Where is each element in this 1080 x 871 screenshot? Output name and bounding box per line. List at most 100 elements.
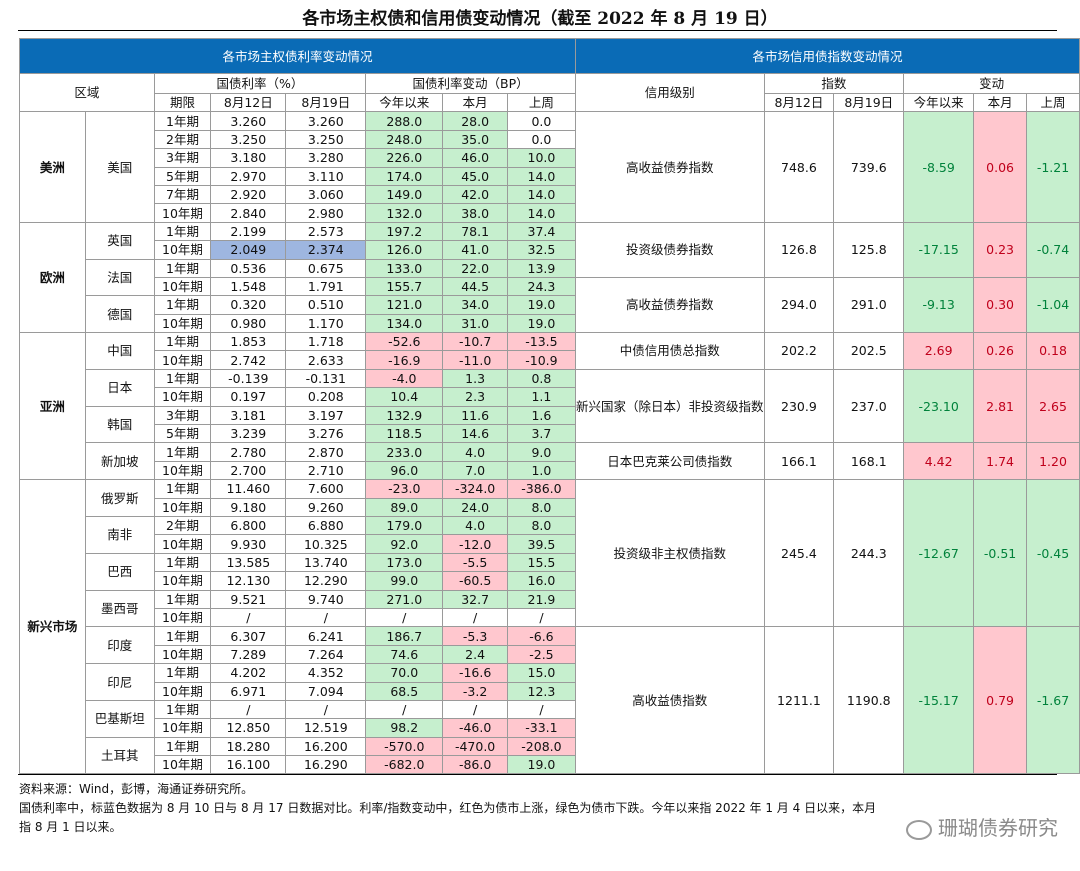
credit-mtd-change: 1.74 bbox=[973, 442, 1028, 481]
country-label: 日本 bbox=[84, 368, 155, 407]
wtd-change-cell: 39.5 bbox=[506, 534, 576, 554]
rating-column-header: 信用级别 bbox=[574, 72, 765, 113]
table-row: 10年期 9.180 9.260 89.0 24.0 8.0 bbox=[20, 497, 1080, 517]
term-cell: 5年期 bbox=[153, 424, 212, 444]
yield-prev-cell: 12.850 bbox=[210, 718, 287, 738]
yield-prev-cell: 0.320 bbox=[210, 295, 287, 315]
page-title: 各市场主权债和信用债变动情况（截至 2022 年 8 月 19 日） bbox=[302, 9, 778, 29]
right-section-header: 各市场信用债指数变动情况 bbox=[574, 38, 1080, 74]
yield-prev-cell: 2.920 bbox=[210, 184, 287, 205]
wtd-change-cell: -13.5 bbox=[506, 332, 576, 352]
yield-prev-cell: 9.180 bbox=[210, 497, 287, 517]
ytd-change-cell: 155.7 bbox=[365, 276, 444, 297]
country-label: 法国 bbox=[84, 258, 155, 297]
mtd-change-cell: -11.0 bbox=[442, 350, 508, 370]
yield-curr-cell: 7.094 bbox=[285, 681, 367, 701]
yield-curr-cell: 1.170 bbox=[285, 313, 367, 334]
country-label: 中国 bbox=[84, 332, 155, 370]
country-label: 巴基斯坦 bbox=[84, 699, 155, 738]
credit-ytd-change: -23.10 bbox=[903, 368, 975, 444]
term-cell: 7年期 bbox=[153, 184, 212, 205]
ytd-change-cell: 226.0 bbox=[365, 148, 444, 168]
yield-prev-cell: 3.250 bbox=[210, 129, 287, 150]
term-cell: 2年期 bbox=[153, 129, 212, 150]
wtd-change-cell: 10.0 bbox=[506, 148, 576, 168]
column-header-date1: 8月12日 bbox=[210, 92, 287, 113]
term-cell: 1年期 bbox=[153, 111, 212, 131]
country-label: 英国 bbox=[84, 221, 155, 260]
yield-prev-cell: 2.970 bbox=[210, 166, 287, 186]
credit-index-name: 新兴国家（除日本）非投资级指数 bbox=[574, 368, 765, 444]
term-cell: 1年期 bbox=[153, 332, 212, 352]
mtd-change-cell: 7.0 bbox=[442, 460, 508, 481]
credit-ytd-change: -17.15 bbox=[903, 221, 975, 278]
wtd-change-cell: 1.0 bbox=[506, 460, 576, 481]
wtd-change-cell: -10.9 bbox=[506, 350, 576, 370]
wtd-change-cell: 8.0 bbox=[506, 515, 576, 536]
note-explanation-cont: 指 8 月 1 日以来。 bbox=[19, 820, 122, 834]
ytd-change-cell: 98.2 bbox=[365, 718, 444, 738]
mtd-change-cell: / bbox=[442, 607, 508, 628]
ytd-change-cell: 271.0 bbox=[365, 589, 444, 609]
yield-prev-cell: 1.548 bbox=[210, 276, 287, 297]
country-label: 南非 bbox=[84, 515, 155, 554]
mtd-change-cell: -3.2 bbox=[442, 681, 508, 701]
term-cell: 1年期 bbox=[153, 221, 212, 242]
yield-curr-cell: 12.290 bbox=[285, 571, 367, 591]
mtd-change-cell: 11.6 bbox=[442, 405, 508, 426]
credit-index-name: 高收益债券指数 bbox=[574, 276, 765, 334]
table-body: 各市场主权债利率变动情况 各市场信用债指数变动情况 区域 国债利率（%） 国债利率变动（… bbox=[19, 38, 1080, 775]
yield-prev-cell: 12.130 bbox=[210, 571, 287, 591]
column-header-ytd: 今年以来 bbox=[365, 92, 444, 113]
mtd-change-cell: 32.7 bbox=[442, 589, 508, 609]
credit-value-curr: 237.0 bbox=[833, 368, 905, 444]
country-label: 印尼 bbox=[84, 663, 155, 701]
credit-mtd-change: 0.30 bbox=[973, 276, 1028, 334]
term-cell: 3年期 bbox=[153, 148, 212, 168]
yield-prev-cell: 13.585 bbox=[210, 552, 287, 573]
credit-value-curr: 244.3 bbox=[833, 479, 905, 628]
yield-curr-cell: / bbox=[285, 607, 367, 628]
table-row: 南非 2年期 6.800 6.880 179.0 4.0 8.0 bbox=[20, 515, 1080, 554]
table-row: 德国 1年期 0.320 0.510 121.0 34.0 19.0 bbox=[20, 295, 1080, 334]
ytd-change-cell: 186.7 bbox=[365, 626, 444, 646]
yield-curr-cell: 0.208 bbox=[285, 387, 367, 407]
term-cell: 10年期 bbox=[153, 497, 212, 517]
table-row: 各市场主权债利率变动情况 各市场信用债指数变动情况 bbox=[19, 38, 1080, 74]
region-label: 亚洲 bbox=[19, 332, 86, 481]
yield-curr-cell: 7.600 bbox=[285, 479, 367, 499]
term-cell: 10年期 bbox=[153, 718, 212, 738]
ytd-change-cell: -682.0 bbox=[365, 755, 444, 775]
region-label: 新兴市场 bbox=[19, 479, 86, 775]
mtd-change-cell: 46.0 bbox=[442, 148, 508, 168]
yield-prev-cell: 9.521 bbox=[210, 589, 287, 609]
yield-curr-cell: 3.276 bbox=[285, 424, 367, 444]
credit-value-prev: 245.4 bbox=[763, 479, 835, 628]
wtd-change-cell: -6.6 bbox=[506, 626, 576, 646]
yield-curr-cell: 6.241 bbox=[285, 626, 367, 646]
yield-prev-cell: 6.800 bbox=[210, 515, 287, 536]
wtd-change-cell: 3.7 bbox=[506, 424, 576, 444]
credit-wtd-change: -0.74 bbox=[1026, 221, 1080, 278]
wtd-change-cell: 15.5 bbox=[506, 552, 576, 573]
wtd-change-cell: -386.0 bbox=[506, 479, 576, 499]
yield-prev-cell: 6.307 bbox=[210, 626, 287, 646]
term-cell: 10年期 bbox=[153, 387, 212, 407]
yield-curr-cell: 2.573 bbox=[285, 221, 367, 242]
table-row: 10年期 6.971 7.094 68.5 -3.2 12.3 bbox=[20, 681, 1080, 701]
mtd-change-cell: 28.0 bbox=[442, 111, 508, 131]
ytd-change-cell: 173.0 bbox=[365, 552, 444, 573]
term-cell: 1年期 bbox=[153, 626, 212, 646]
mtd-change-cell: 22.0 bbox=[442, 258, 508, 278]
credit-value-prev: 126.8 bbox=[763, 221, 835, 278]
mtd-change-cell: -60.5 bbox=[442, 571, 508, 591]
yield-curr-cell: 16.200 bbox=[285, 736, 367, 757]
ytd-change-cell: 126.0 bbox=[365, 240, 444, 260]
mtd-change-cell: -16.6 bbox=[442, 663, 508, 683]
term-cell: 10年期 bbox=[153, 755, 212, 775]
yield-prev-cell: 0.980 bbox=[210, 313, 287, 334]
credit-index-name: 投资级非主权债指数 bbox=[574, 479, 765, 628]
ytd-change-cell: 149.0 bbox=[365, 184, 444, 205]
table-row: 10年期 2.840 2.980 132.0 38.0 14.0 bbox=[20, 203, 1080, 223]
wtd-change-cell: 19.0 bbox=[506, 313, 576, 334]
